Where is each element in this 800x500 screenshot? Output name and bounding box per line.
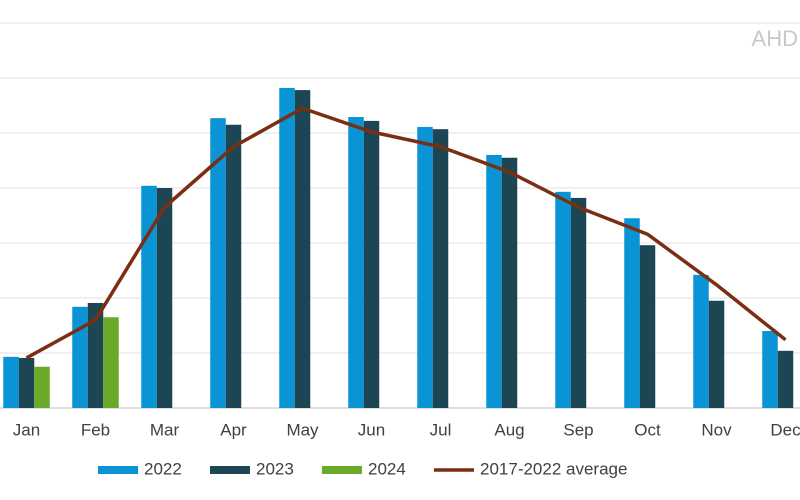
bar — [141, 185, 157, 408]
legend-label: 2022 — [144, 459, 182, 478]
bar — [762, 331, 778, 408]
bar — [417, 126, 433, 408]
bar — [432, 129, 449, 408]
bar — [501, 157, 518, 408]
bar — [363, 120, 380, 409]
x-tick-label: Jan — [13, 420, 40, 439]
bar — [279, 87, 295, 409]
legend-swatch — [210, 466, 250, 474]
bar — [18, 357, 35, 408]
x-tick-label: Oct — [634, 420, 661, 439]
bar — [294, 90, 311, 408]
bar — [624, 218, 640, 408]
legend-label: 2024 — [368, 459, 406, 478]
bar — [570, 197, 587, 408]
x-tick-label: Dec — [770, 420, 800, 439]
bar — [348, 117, 364, 409]
line — [25, 106, 787, 360]
x-tick-label: Feb — [81, 420, 110, 439]
legend-label: 2017-2022 average — [480, 459, 627, 478]
x-tick-label: May — [286, 420, 319, 439]
bar — [72, 306, 88, 408]
x-tick-label: Mar — [150, 420, 180, 439]
bar — [34, 366, 50, 408]
bar — [87, 302, 104, 408]
watermark: AHD — [752, 26, 798, 51]
x-tick-label: Aug — [494, 420, 524, 439]
x-tick-label: Jul — [430, 420, 452, 439]
x-tick-label: Jun — [358, 420, 385, 439]
legend-swatch — [98, 466, 138, 474]
legend-label: 2023 — [256, 459, 294, 478]
bar — [210, 118, 226, 409]
bar — [103, 317, 119, 408]
bar — [555, 191, 571, 408]
bar — [225, 124, 242, 408]
bar — [708, 300, 725, 408]
x-tick-label: Nov — [701, 420, 732, 439]
bar — [777, 350, 794, 408]
bar — [693, 274, 709, 408]
bar — [3, 356, 19, 408]
legend-swatch — [322, 466, 362, 474]
x-tick-label: Apr — [220, 420, 247, 439]
bar — [639, 245, 656, 408]
bar — [156, 188, 173, 408]
x-tick-label: Sep — [563, 420, 593, 439]
bar — [486, 155, 502, 408]
